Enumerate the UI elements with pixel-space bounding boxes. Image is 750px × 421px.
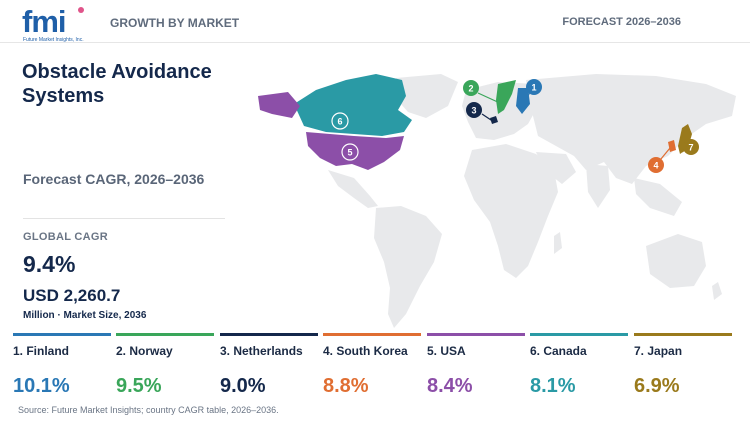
market-size-caption: Million · Market Size, 2036 bbox=[23, 310, 147, 321]
svg-text:5: 5 bbox=[347, 148, 352, 158]
market-size-value: USD 2,260.7 bbox=[23, 286, 121, 305]
country-card-finland: 1. Finland 10.1% bbox=[13, 333, 111, 397]
marker-south-korea: 4 bbox=[648, 157, 664, 173]
country-card-south-korea: 4. South Korea 8.8% bbox=[323, 333, 421, 397]
map-usa bbox=[306, 132, 404, 170]
asia-shape bbox=[526, 74, 736, 184]
country-label: 3. Netherlands bbox=[220, 344, 303, 358]
country-color-bar bbox=[634, 333, 732, 336]
marker-japan: 7 bbox=[683, 139, 699, 155]
fmi-logo[interactable]: fmi Future Market Insights, Inc. bbox=[22, 4, 92, 44]
map-south-korea bbox=[668, 140, 676, 152]
logo-text: fmi bbox=[22, 4, 66, 39]
country-color-bar bbox=[323, 333, 421, 336]
svg-text:1: 1 bbox=[531, 83, 536, 93]
world-land bbox=[328, 74, 736, 328]
arabia-shape bbox=[536, 152, 576, 184]
madagascar-shape bbox=[554, 232, 562, 254]
forecast-period-label: FORECAST 2026–2036 bbox=[562, 16, 681, 28]
marker-canada: 6 bbox=[331, 112, 349, 130]
africa-shape bbox=[464, 144, 558, 278]
header-bar: fmi Future Market Insights, Inc. GROWTH … bbox=[0, 0, 750, 43]
country-card-norway: 2. Norway 9.5% bbox=[116, 333, 214, 397]
world-map: 1 2 3 4 5 6 7 bbox=[258, 74, 736, 328]
southeast-asia-shape bbox=[634, 178, 682, 216]
central-america-shape bbox=[328, 170, 378, 208]
country-label: 2. Norway bbox=[116, 344, 173, 358]
country-cagr-value: 9.5% bbox=[116, 375, 162, 397]
map-netherlands bbox=[490, 116, 498, 124]
svg-text:3: 3 bbox=[471, 106, 476, 116]
svg-text:2: 2 bbox=[468, 84, 473, 94]
country-color-bar bbox=[427, 333, 525, 336]
map-finland bbox=[516, 88, 530, 114]
leader-line-norway bbox=[477, 92, 503, 105]
country-cagr-value: 8.4% bbox=[427, 375, 473, 397]
country-card-japan: 7. Japan 6.9% bbox=[634, 333, 732, 397]
svg-text:4: 4 bbox=[653, 161, 658, 171]
source-note: Source: Future Market Insights; country … bbox=[18, 405, 279, 415]
logo-dot-icon bbox=[78, 7, 84, 13]
global-cagr-label: GLOBAL CAGR bbox=[23, 231, 108, 243]
map-japan bbox=[678, 124, 692, 154]
country-label: 1. Finland bbox=[13, 344, 70, 358]
marker-norway: 2 bbox=[463, 80, 479, 96]
country-color-bar bbox=[220, 333, 318, 336]
leader-line-netherlands bbox=[481, 113, 495, 123]
country-label: 5. USA bbox=[427, 344, 466, 358]
country-cagr-row: 1. Finland 10.1% 2. Norway 9.5% 3. Nethe… bbox=[13, 333, 737, 403]
country-color-bar bbox=[530, 333, 628, 336]
country-color-bar bbox=[116, 333, 214, 336]
country-label: 4. South Korea bbox=[323, 344, 408, 358]
country-label: 7. Japan bbox=[634, 344, 683, 358]
page-title: Obstacle Avoidance Systems bbox=[22, 61, 212, 107]
marker-netherlands: 3 bbox=[466, 102, 482, 118]
india-shape bbox=[586, 164, 610, 208]
svg-text:7: 7 bbox=[688, 143, 693, 153]
country-card-usa: 5. USA 8.4% bbox=[427, 333, 525, 397]
marker-finland: 1 bbox=[526, 79, 542, 95]
summary-divider bbox=[23, 218, 225, 219]
map-alaska-usa bbox=[258, 92, 300, 118]
south-america-shape bbox=[374, 206, 442, 328]
country-card-canada: 6. Canada 8.1% bbox=[530, 333, 628, 397]
country-cagr-value: 8.8% bbox=[323, 375, 369, 397]
growth-by-market-label: GROWTH BY MARKET bbox=[110, 16, 240, 30]
logo-subtext: Future Market Insights, Inc. bbox=[23, 37, 84, 43]
country-cagr-value: 9.0% bbox=[220, 375, 266, 397]
australia-shape bbox=[646, 234, 706, 288]
new-zealand-shape bbox=[712, 282, 722, 300]
marker-usa: 5 bbox=[341, 143, 359, 161]
country-color-bar bbox=[13, 333, 111, 336]
country-card-netherlands: 3. Netherlands 9.0% bbox=[220, 333, 318, 397]
country-cagr-value: 10.1% bbox=[13, 375, 70, 397]
country-cagr-value: 8.1% bbox=[530, 375, 576, 397]
svg-text:6: 6 bbox=[337, 117, 342, 127]
map-norway bbox=[496, 80, 516, 114]
global-cagr-value: 9.4% bbox=[23, 251, 76, 277]
greenland-shape bbox=[394, 74, 458, 118]
map-canada bbox=[294, 74, 412, 136]
country-label: 6. Canada bbox=[530, 344, 587, 358]
country-cagr-value: 6.9% bbox=[634, 375, 680, 397]
forecast-subtitle: Forecast CAGR, 2026–2036 bbox=[23, 171, 205, 187]
